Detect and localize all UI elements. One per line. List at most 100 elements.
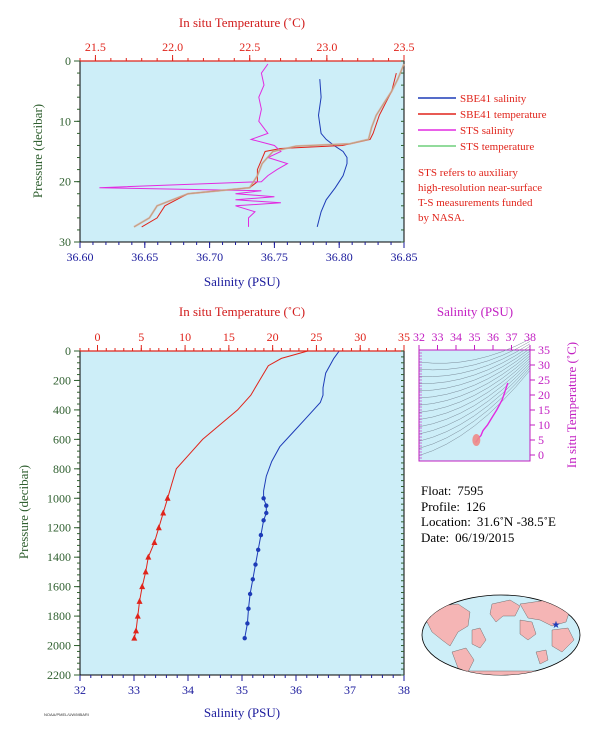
temperature-tick-label: 22.0 bbox=[162, 40, 183, 54]
ts-y-tick-label: 20 bbox=[538, 388, 550, 402]
ts-y-tick-label: 25 bbox=[538, 373, 550, 387]
top-panel: 36.60 36.65 36.70 36.75 36.80 36.85 21.5 22.0 22… bbox=[30, 15, 547, 289]
ts-x-tick-label: 35 bbox=[469, 330, 481, 344]
data-point-triangle bbox=[145, 553, 152, 560]
pressure-tick-label: 30 bbox=[59, 235, 71, 249]
pressure-tick-label: 1600 bbox=[47, 580, 71, 594]
ts-y-tick-label: 35 bbox=[538, 343, 550, 357]
data-point-circle bbox=[261, 496, 266, 501]
data-point-triangle bbox=[136, 597, 143, 604]
temperature-tick-label: 30 bbox=[354, 330, 366, 344]
series-line-sbe41-salinity bbox=[244, 350, 340, 639]
temperature-tick-label: 20 bbox=[267, 330, 279, 344]
salinity-tick-label: 36.60 bbox=[67, 250, 94, 264]
series-halo bbox=[133, 63, 405, 228]
note-line: T-S measurements funded bbox=[418, 197, 533, 209]
data-point-circle bbox=[258, 532, 264, 538]
data-point-circle bbox=[246, 606, 251, 611]
salinity-tick-label: 33 bbox=[128, 683, 140, 697]
bottom-series bbox=[131, 350, 340, 641]
legend-label: STS salinity bbox=[460, 125, 515, 137]
density-contour bbox=[418, 343, 531, 377]
top-axes: 36.60 36.65 36.70 36.75 36.80 36.85 21.5 22.0 22… bbox=[59, 40, 418, 264]
salinity-tick-label: 34 bbox=[182, 683, 194, 697]
date-row: Date: 06/19/2015 bbox=[421, 530, 556, 546]
data-point-triangle bbox=[133, 627, 140, 634]
location-row: Location: 31.6˚N -38.5˚E bbox=[421, 514, 556, 530]
legend-label: STS temperature bbox=[460, 141, 534, 153]
salinity-tick-label: 36.70 bbox=[196, 250, 223, 264]
note-line: high-resolution near-surface bbox=[418, 182, 542, 194]
bottom-salinity-axis-label: Salinity (PSU) bbox=[204, 705, 280, 720]
salinity-tick-label: 36.75 bbox=[261, 250, 288, 264]
data-point-triangle bbox=[164, 494, 171, 501]
float-info: Float: 7595 Profile: 126 Location: 31.6˚N -… bbox=[421, 483, 556, 545]
ts-series bbox=[472, 382, 509, 446]
bottom-temperature-axis-title: In situ Temperature (˚C) bbox=[179, 304, 305, 319]
data-point-circle bbox=[242, 635, 247, 641]
salinity-tick-label: 32 bbox=[74, 683, 86, 697]
ts-x-tick-label: 36 bbox=[487, 330, 499, 344]
bottom-pressure-axis-label: Pressure (decibar) bbox=[16, 465, 31, 559]
temperature-tick-label: 15 bbox=[223, 330, 235, 344]
profile-value: 126 bbox=[466, 498, 486, 514]
note-line: by NASA. bbox=[418, 212, 465, 224]
density-contour bbox=[418, 370, 531, 456]
pressure-tick-label: 20 bbox=[59, 175, 71, 189]
temperature-tick-label: 0 bbox=[95, 330, 101, 344]
temperature-tick-label: 21.5 bbox=[85, 40, 106, 54]
data-point-triangle bbox=[139, 583, 146, 590]
pressure-tick-label: 10 bbox=[59, 114, 71, 128]
salinity-tick-label: 36 bbox=[290, 683, 302, 697]
date-label: Date: bbox=[421, 529, 450, 545]
top-series bbox=[99, 63, 405, 228]
bottom-axes: 32 33 34 35 36 37 38 0 5 10 15 20 25 30 35 0 200 400 600 80… bbox=[47, 330, 410, 697]
data-point-circle bbox=[261, 518, 266, 523]
legend-label: SBE41 temperature bbox=[460, 109, 547, 121]
density-contour bbox=[418, 341, 531, 371]
series-line-sbe41-temperature bbox=[141, 72, 397, 228]
ts-deep-cluster bbox=[472, 434, 481, 446]
ts-y-tick-label: 15 bbox=[538, 403, 550, 417]
pressure-tick-label: 1200 bbox=[47, 521, 71, 535]
density-contour bbox=[418, 358, 531, 420]
salinity-tick-label: 36.65 bbox=[131, 250, 158, 264]
pressure-tick-label: 1400 bbox=[47, 550, 71, 564]
series-line-sts-salinity bbox=[99, 63, 289, 227]
density-contour bbox=[418, 353, 531, 406]
density-contour bbox=[418, 350, 531, 399]
note-line: STS refers to auxiliary bbox=[418, 167, 518, 179]
top-salinity-axis-label: Salinity (PSU) bbox=[204, 274, 280, 289]
density-contour bbox=[418, 365, 531, 442]
top-temperature-axis-title: In situ Temperature (˚C) bbox=[179, 15, 305, 30]
density-contour bbox=[418, 367, 531, 449]
series-line-sbe41-salinity bbox=[316, 79, 348, 228]
density-contour bbox=[418, 355, 531, 413]
map-float-marker: ★ bbox=[552, 620, 561, 631]
float-row: Float: 7595 bbox=[421, 483, 556, 499]
salinity-tick-label: 35 bbox=[236, 683, 248, 697]
salinity-tick-label: 37 bbox=[344, 683, 356, 697]
ts-x-tick-label: 38 bbox=[524, 330, 536, 344]
salinity-tick-label: 36.80 bbox=[326, 250, 353, 264]
pressure-tick-label: 0 bbox=[65, 344, 71, 358]
footer-credit: NOAA/PMEL/UW/MBARI bbox=[44, 712, 89, 717]
salinity-tick-label: 36.85 bbox=[391, 250, 418, 264]
density-contour bbox=[418, 345, 531, 384]
ts-y-tick-label: 30 bbox=[538, 358, 550, 372]
date-value: 06/19/2015 bbox=[455, 529, 515, 545]
pressure-tick-label: 2000 bbox=[47, 639, 71, 653]
ts-x-tick-label: 37 bbox=[506, 330, 518, 344]
ts-x-tick-label: 33 bbox=[432, 330, 444, 344]
temperature-tick-label: 22.5 bbox=[239, 40, 260, 54]
data-point-circle bbox=[264, 510, 269, 516]
top-pressure-axis-label: Pressure (decibar) bbox=[30, 104, 45, 198]
temperature-tick-label: 23.0 bbox=[316, 40, 337, 54]
legend-label: SBE41 salinity bbox=[460, 93, 527, 105]
data-point-circle bbox=[247, 591, 253, 597]
density-contour bbox=[418, 348, 531, 392]
float-value: 7595 bbox=[457, 483, 484, 498]
